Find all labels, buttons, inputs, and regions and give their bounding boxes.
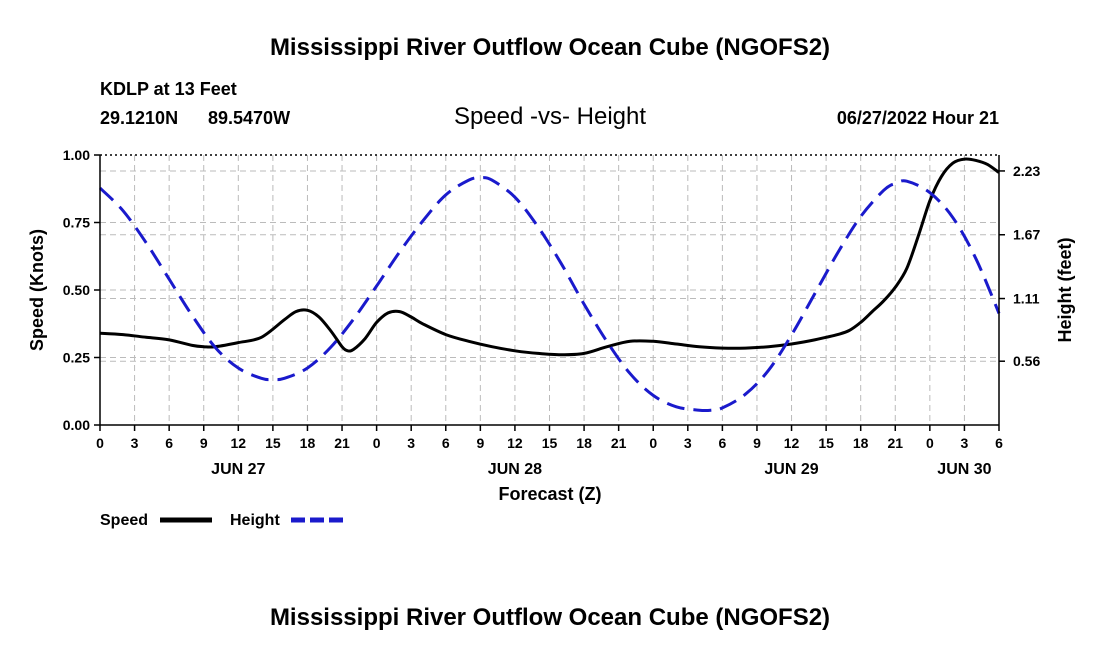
y2-tick-label: 1.11 — [1013, 291, 1040, 307]
x-date-label: JUN 29 — [764, 461, 818, 478]
x-tick-label: 0 — [373, 435, 381, 451]
x-tick-label: 12 — [231, 435, 247, 451]
chart-subtitle: Speed -vs- Height — [454, 103, 646, 130]
x-tick-label: 15 — [542, 435, 558, 451]
y2-tick-label: 0.56 — [1013, 353, 1040, 369]
x-tick-label: 9 — [753, 435, 761, 451]
x-tick-label: 18 — [576, 435, 592, 451]
y-tick-label: 0.25 — [63, 350, 90, 366]
x-tick-label: 12 — [507, 435, 523, 451]
x-tick-label: 12 — [784, 435, 800, 451]
x-tick-label: 0 — [649, 435, 657, 451]
x-tick-label: 18 — [853, 435, 869, 451]
x-tick-label: 3 — [684, 435, 692, 451]
x-tick-label: 6 — [165, 435, 173, 451]
y2-axis-label: Height (feet) — [1055, 238, 1075, 343]
series-layer — [98, 157, 1001, 413]
x-tick-label: 0 — [96, 435, 104, 451]
series-speed-line — [99, 157, 1000, 357]
chart-title: Mississippi River Outflow Ocean Cube (NG… — [270, 34, 830, 61]
x-date-label: JUN 28 — [488, 461, 542, 478]
y2-tick-label: 2.23 — [1013, 163, 1040, 179]
y-tick-label: 0.00 — [63, 417, 90, 433]
x-tick-label: 6 — [442, 435, 450, 451]
x-date-label: JUN 27 — [211, 461, 265, 478]
legend-height-label: Height — [230, 512, 280, 529]
grid-lines — [100, 155, 999, 425]
legend-speed-label: Speed — [100, 512, 148, 529]
station-name: KDLP at 13 Feet — [100, 79, 237, 99]
y-tick-label: 0.50 — [63, 282, 90, 298]
footer-title: Mississippi River Outflow Ocean Cube (NG… — [270, 604, 830, 631]
y-tick-label: 0.75 — [63, 215, 90, 231]
station-lat: 29.1210N — [100, 108, 178, 128]
y-axis-label: Speed (Knots) — [27, 229, 47, 351]
x-tick-label: 6 — [995, 435, 1003, 451]
legend: Speed Height — [100, 512, 343, 529]
y-tick-label: 1.00 — [63, 147, 90, 163]
station-lon: 89.5470W — [208, 108, 290, 128]
x-tick-label: 3 — [407, 435, 415, 451]
x-tick-label: 3 — [131, 435, 139, 451]
y2-tick-label: 1.67 — [1013, 227, 1040, 243]
x-tick-label: 21 — [334, 435, 350, 451]
x-tick-label: 0 — [926, 435, 934, 451]
series-height-line — [98, 176, 1001, 413]
axes: 0.00 0.25 0.50 0.75 1.00 0.56 1.11 1.67 2.23 0 3 6 9… — [63, 147, 1041, 478]
x-tick-label: 18 — [300, 435, 316, 451]
forecast-timestamp: 06/27/2022 Hour 21 — [837, 108, 999, 128]
x-tick-label: 6 — [718, 435, 726, 451]
x-tick-label: 9 — [200, 435, 208, 451]
x-tick-label: 3 — [961, 435, 969, 451]
x-tick-label: 9 — [476, 435, 484, 451]
x-tick-label: 15 — [265, 435, 281, 451]
x-tick-label: 15 — [818, 435, 834, 451]
x-tick-label: 21 — [887, 435, 903, 451]
x-date-label: JUN 30 — [937, 461, 991, 478]
x-tick-label: 21 — [611, 435, 627, 451]
x-axis-label: Forecast (Z) — [498, 484, 601, 504]
